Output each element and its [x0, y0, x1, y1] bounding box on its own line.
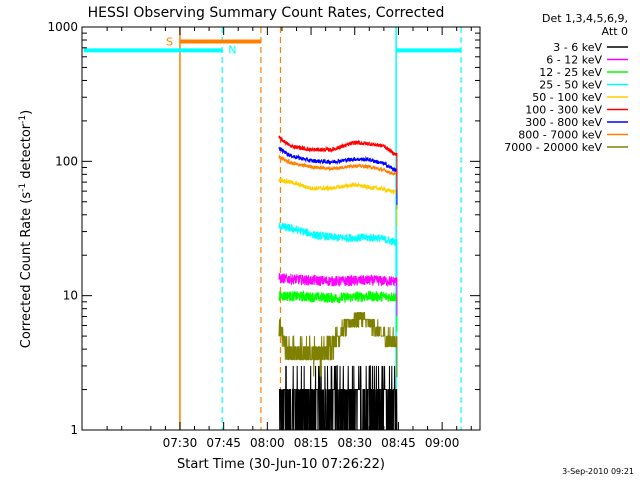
plot-frame — [81, 26, 481, 431]
saa-label: S — [166, 35, 173, 48]
x-tick-label: 08:30 — [337, 436, 372, 450]
x-tick-label: 08:00 — [250, 436, 285, 450]
annotation-layer: SN — [83, 35, 462, 56]
y-tick-label: 10 — [63, 289, 78, 303]
legend-entry-label: 800 - 7000 keV — [518, 129, 602, 142]
series-line — [278, 290, 398, 332]
y-axis: 1 10 100 1000 — [47, 20, 480, 437]
series-line — [278, 177, 398, 227]
x-tick-label: 09:00 — [425, 436, 460, 450]
y-axis-label-part-2: -1 — [18, 183, 28, 192]
y-tick-label: 1000 — [47, 20, 78, 34]
chart-title: HESSI Observing Summary Count Rates, Cor… — [88, 5, 445, 21]
legend-entry-label: 3 - 6 keV — [553, 41, 602, 54]
series-line — [278, 135, 398, 190]
y-axis-label-part-5: ) — [19, 110, 34, 115]
series-line — [278, 311, 398, 378]
series-line — [278, 146, 398, 206]
y-axis-label-part-4: -1 — [18, 115, 28, 124]
series-layer — [278, 135, 398, 431]
legend-entry-label: 25 - 50 keV — [539, 79, 602, 92]
legend-entry-label: 7000 - 20000 keV — [504, 141, 602, 154]
y-tick-label: 1 — [70, 423, 78, 437]
series-line — [278, 154, 398, 210]
y-axis-label-part-3: detector — [19, 123, 34, 183]
x-tick-label: 07:45 — [206, 436, 241, 450]
series-line — [278, 273, 398, 317]
x-tick-label: 08:15 — [294, 436, 329, 450]
y-axis-label: Corrected Count Rate (s-1 detector-1) — [18, 110, 34, 348]
legend-header-line-1: Det 1,3,4,5,6,9, — [542, 12, 628, 25]
time-markers — [179, 27, 462, 430]
footer-date: 3-Sep-2010 09:21 — [562, 467, 634, 476]
legend-entry-label: 6 - 12 keV — [546, 54, 602, 67]
legend-entry-label: 300 - 800 keV — [525, 116, 602, 129]
plot-area: SN — [83, 27, 462, 431]
series-line — [278, 222, 398, 278]
x-axis-label: Start Time (30-Jun-10 07:26:22) — [177, 457, 385, 472]
legend-header-line-2: Att 0 — [602, 25, 628, 38]
night-label: N — [228, 43, 236, 56]
series-line — [278, 365, 398, 431]
x-tick-label: 08:45 — [381, 436, 416, 450]
y-axis-label-part-1: Corrected Count Rate (s — [19, 192, 34, 349]
y-tick-label: 100 — [55, 154, 78, 168]
legend-entry-label: 12 - 25 keV — [539, 66, 602, 79]
x-tick-label: 07:30 — [163, 436, 198, 450]
x-axis: 07:30 07:45 08:00 08:15 08:30 08:45 09:00 — [106, 27, 472, 450]
legend-entry-label: 50 - 100 keV — [532, 91, 602, 104]
legend-entry-label: 100 - 300 keV — [525, 104, 602, 117]
